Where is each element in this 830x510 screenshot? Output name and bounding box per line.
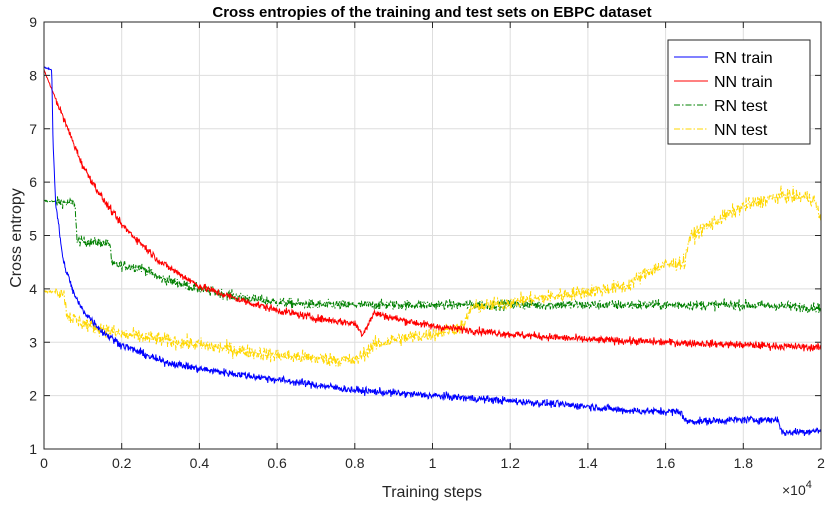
x-tick-label: 1.2: [500, 455, 520, 471]
x-multiplier-base: ×10: [782, 482, 806, 498]
legend-item: NN train: [674, 74, 773, 91]
x-tick-label: 0.6: [267, 455, 287, 471]
legend-label: NN train: [714, 74, 773, 91]
y-axis-label: Cross entropy: [8, 188, 25, 288]
legend-label: NN test: [714, 122, 768, 139]
x-tick-label: 1: [429, 455, 437, 471]
legend-item: RN test: [674, 98, 768, 115]
series-nn-train: [43, 69, 822, 352]
y-tick-label: 4: [29, 281, 37, 297]
series-line: [43, 196, 822, 314]
series-line: [43, 185, 822, 367]
y-tick-label: 1: [29, 441, 37, 457]
x-tick-label: 1.4: [578, 455, 598, 471]
y-tick-label: 3: [29, 334, 37, 350]
legend-label: RN test: [714, 98, 768, 115]
series-line: [43, 66, 822, 437]
legend: RN train NN train RN test NN test: [667, 39, 811, 145]
axis-ticks: 0 0.2 0.4 0.6 0.8 1 1.2 1.4 1.6 1.8 2 1 2 3 4 5 6 7 8 9: [29, 14, 825, 471]
y-tick-label: 6: [29, 174, 37, 190]
y-tick-label: 9: [29, 14, 37, 30]
x-tick-label: 0: [40, 455, 48, 471]
x-tick-label: 0.4: [190, 455, 210, 471]
series-line: [43, 69, 822, 352]
legend-item: NN test: [674, 122, 768, 139]
x-multiplier-exponent: 4: [806, 479, 812, 491]
legend-items: RN train NN train RN test NN test: [674, 50, 773, 139]
x-tick-label: 1.6: [656, 455, 676, 471]
y-tick-label: 7: [29, 121, 37, 137]
series-rn-train: [43, 66, 822, 437]
x-tick-label: 0.2: [112, 455, 132, 471]
y-tick-label: 5: [29, 228, 37, 244]
series-rn-test: [43, 196, 822, 314]
legend-item: RN train: [674, 50, 773, 67]
series-nn-test: [43, 185, 822, 367]
chart-title: Cross entropies of the training and test…: [212, 4, 651, 21]
x-tick-label: 1.8: [734, 455, 754, 471]
y-tick-label: 8: [29, 67, 37, 83]
x-tick-label: 2: [817, 455, 825, 471]
x-tick-label: 0.8: [345, 455, 365, 471]
x-multiplier: ×104: [782, 479, 812, 498]
x-axis-label: Training steps: [382, 484, 482, 501]
y-tick-label: 2: [29, 388, 37, 404]
legend-label: RN train: [714, 50, 773, 67]
series-layer: [43, 66, 822, 437]
